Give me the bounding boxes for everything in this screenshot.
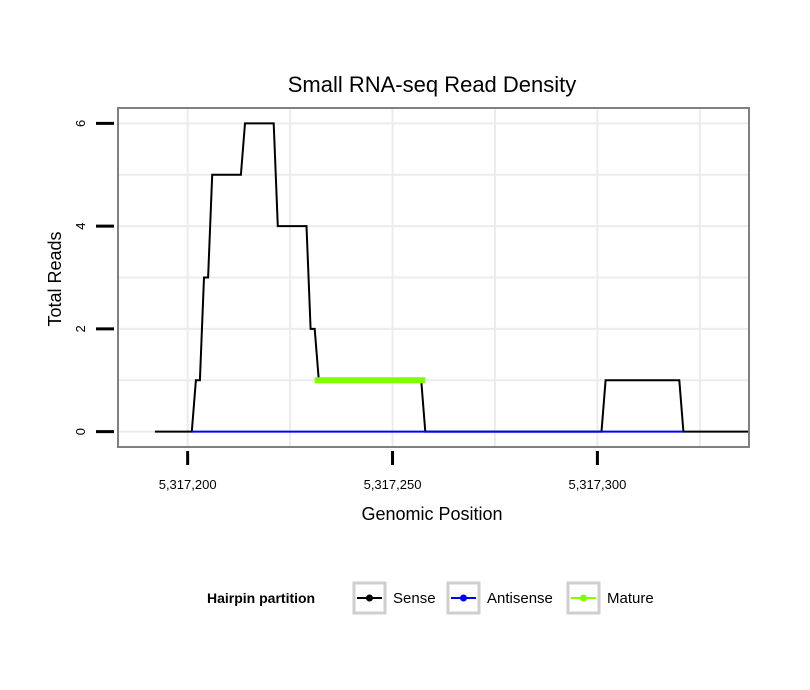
- series-line-sense: [154, 122, 749, 433]
- y-tick-label: 0: [73, 428, 88, 435]
- y-tick-label: 6: [73, 120, 88, 127]
- y-tick-label: 4: [73, 223, 88, 230]
- y-tick-label: 2: [73, 325, 88, 332]
- legend-label-antisense: Antisense: [487, 590, 553, 607]
- legend-label-sense: Sense: [393, 590, 436, 607]
- x-tick-label: 5,317,200: [159, 477, 217, 492]
- x-axis-title: Genomic Position: [361, 504, 502, 524]
- chart-title: Small RNA-seq Read Density: [288, 72, 577, 97]
- plot-panel: [117, 107, 750, 448]
- x-tick-label: 5,317,250: [364, 477, 422, 492]
- legend-key-marker: [460, 594, 467, 602]
- y-axis-title: Total Reads: [45, 231, 65, 326]
- legend-key-marker: [580, 594, 587, 602]
- legend-key-marker: [366, 594, 373, 602]
- panel-border: [117, 107, 750, 448]
- legend-title: Hairpin partition: [207, 590, 315, 606]
- legend: Hairpin partition Sense Antisense Mature: [207, 581, 654, 615]
- legend-label-mature: Mature: [607, 590, 654, 607]
- x-tick-label: 5,317,300: [568, 477, 626, 492]
